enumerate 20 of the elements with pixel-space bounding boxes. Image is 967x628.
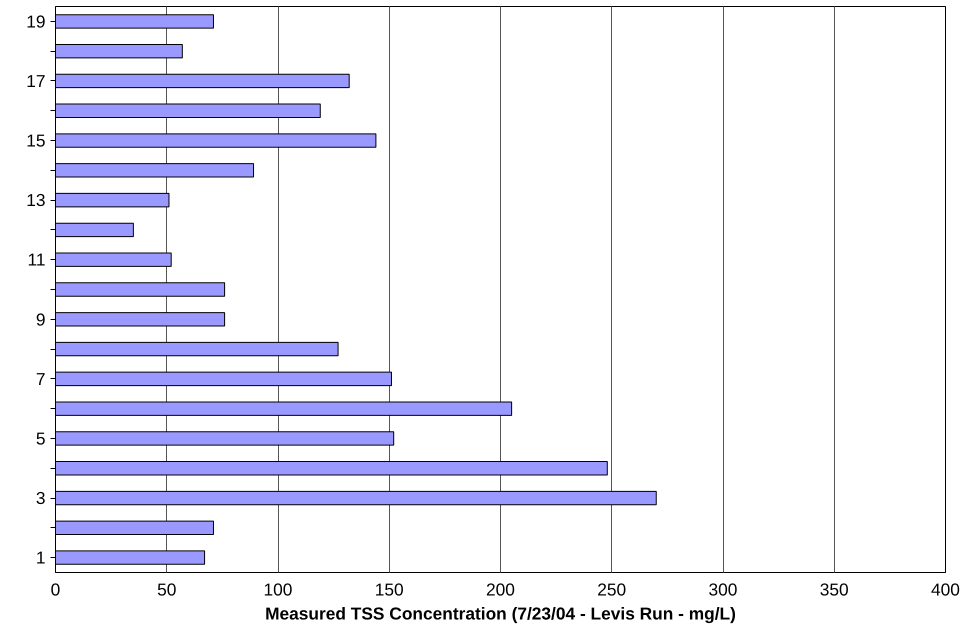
y-tick-label: 15 xyxy=(26,130,46,151)
y-tick-label: 9 xyxy=(36,309,46,330)
x-tick-label: 50 xyxy=(157,580,176,600)
y-tick-label: 3 xyxy=(36,488,46,508)
x-tick-label: 300 xyxy=(708,580,738,600)
y-tick-label: 1 xyxy=(36,548,46,568)
y-tick-label: 17 xyxy=(26,70,46,91)
x-tick-label: 150 xyxy=(374,580,404,600)
y-tick-label: 5 xyxy=(36,428,46,448)
x-tick-label: 200 xyxy=(486,580,515,600)
x-tick-label: 250 xyxy=(597,580,626,600)
x-tick-label: 0 xyxy=(50,580,60,600)
x-tick-label: 400 xyxy=(931,580,960,600)
x-axis-title: Measured TSS Concentration (7/23/04 - Levis Run - mg/L) xyxy=(265,604,736,624)
y-tick-label: 7 xyxy=(36,368,46,389)
y-tick-label: 19 xyxy=(26,11,46,32)
x-tick-label: 100 xyxy=(264,580,292,600)
x-tick-label: 350 xyxy=(820,580,849,600)
y-tick-label: 11 xyxy=(28,250,46,270)
y-tick-label: 13 xyxy=(26,190,46,210)
